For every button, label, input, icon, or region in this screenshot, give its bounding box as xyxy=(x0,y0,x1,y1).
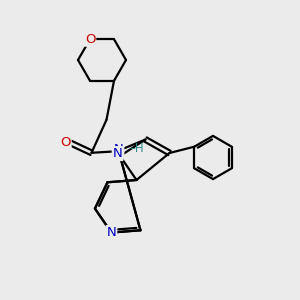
Text: N: N xyxy=(113,147,122,160)
Text: N: N xyxy=(106,226,116,239)
Text: O: O xyxy=(60,136,71,149)
Text: O: O xyxy=(85,33,95,46)
Text: –H: –H xyxy=(130,142,144,155)
Text: N: N xyxy=(114,143,123,156)
